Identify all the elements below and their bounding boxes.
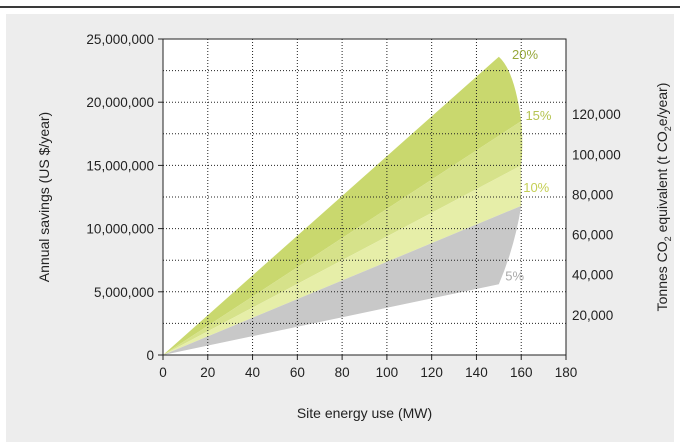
- x-tick-label: 120: [420, 365, 443, 380]
- y-tick-label: 0: [146, 348, 154, 363]
- y-tick-label: 25,000,000: [86, 32, 154, 47]
- y-tick-label: 10,000,000: [86, 222, 154, 237]
- x-tick-label: 100: [376, 365, 399, 380]
- y2-axis-title-part: 2: [663, 236, 673, 241]
- y2-tick-label: 60,000: [572, 228, 613, 243]
- x-axis-title: Site energy use (MW): [297, 405, 432, 421]
- y-tick-label: 5,000,000: [94, 285, 154, 300]
- x-tick-label: 40: [245, 365, 260, 380]
- series-label: 5%: [505, 268, 524, 283]
- y2-tick-label: 40,000: [572, 268, 613, 283]
- x-tick-label: 160: [510, 365, 533, 380]
- plot-border: [162, 38, 567, 356]
- x-tick-label: 180: [555, 365, 578, 380]
- y2-tick-label: 80,000: [572, 187, 613, 202]
- y-tick-label: 20,000,000: [86, 95, 154, 110]
- y2-axis-title-part: equivalent (t CO: [654, 131, 670, 236]
- y2-axis-title: Tonnes CO2 equivalent (t CO2e/year): [654, 83, 673, 312]
- x-tick-label: 60: [290, 365, 305, 380]
- y-axis-title: Annual savings (US $/year): [36, 112, 52, 282]
- x-tick-label: 20: [200, 365, 215, 380]
- y-tick-label: 15,000,000: [86, 158, 154, 173]
- x-tick-label: 0: [159, 365, 167, 380]
- x-tick-label: 80: [335, 365, 350, 380]
- band-10-percent: [163, 165, 522, 355]
- y2-tick-label: 20,000: [572, 308, 613, 323]
- band-20-percent: [163, 56, 522, 356]
- top-rule: [0, 6, 680, 8]
- series-label: 20%: [512, 47, 538, 62]
- series-label: 10%: [523, 180, 549, 195]
- series-label: 15%: [525, 108, 551, 123]
- band-15-percent: [163, 121, 523, 355]
- x-tick-label: 140: [465, 365, 488, 380]
- y2-tick-label: 100,000: [572, 147, 621, 162]
- y2-axis-title-part: e/year): [654, 83, 670, 127]
- y2-axis-title-part: Tonnes CO: [654, 241, 670, 311]
- y2-axis-title-part: 2: [663, 126, 673, 131]
- y2-tick-label: 120,000: [572, 107, 621, 122]
